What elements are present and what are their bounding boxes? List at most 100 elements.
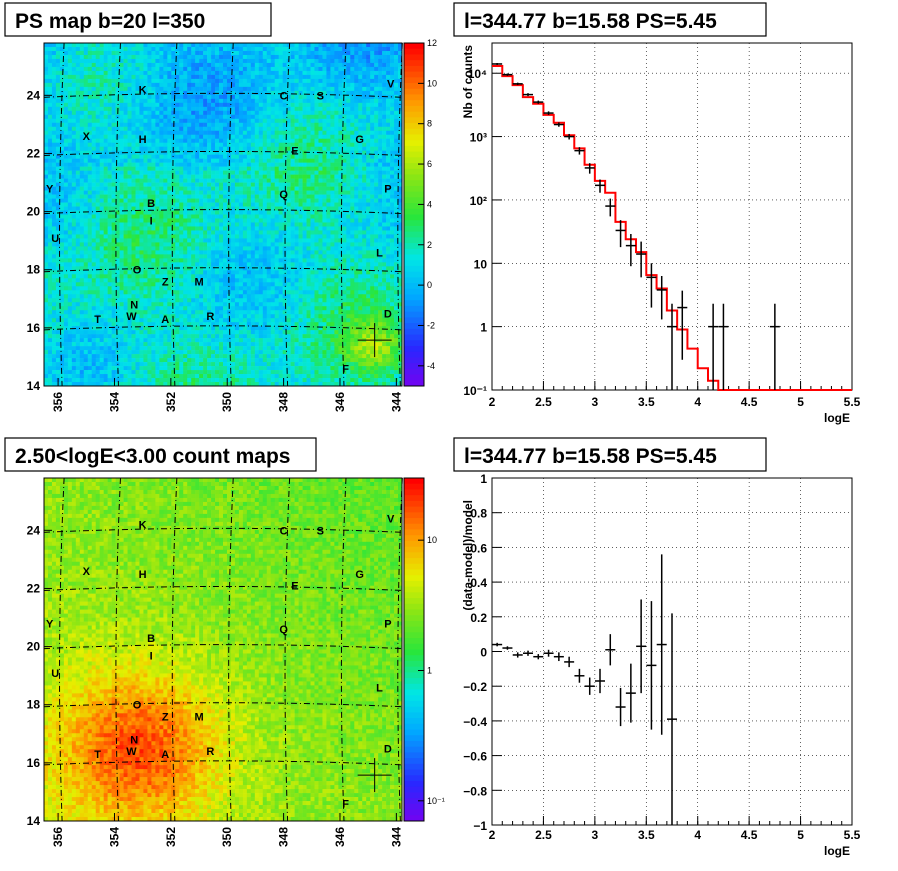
heatmap-cell [338,111,342,115]
heatmap-cell [76,111,80,115]
heatmap-cell [223,47,227,51]
heatmap-cell [314,127,318,131]
heatmap-cell [231,195,235,199]
heatmap-cell [48,55,52,59]
heatmap-cell [80,171,84,175]
heatmap-cell [342,171,346,175]
heatmap-cell [116,103,120,107]
heatmap-cell [386,43,390,47]
heatmap-cell [394,147,398,151]
heatmap-cell [195,79,199,83]
heatmap-cell [100,139,104,143]
heatmap-cell [92,131,96,135]
heatmap-cell [211,79,215,83]
heatmap-cell [279,143,283,147]
heatmap-cell [56,99,60,103]
heatmap-cell [100,226,104,230]
heatmap-cell [48,63,52,67]
heatmap-cell [247,99,251,103]
heatmap-cell [88,218,92,222]
heatmap-cell [108,63,112,67]
heatmap-cell [88,175,92,179]
heatmap-cell [307,123,311,127]
heatmap-cell [64,167,68,171]
heatmap-cell [334,226,338,230]
heatmap-cell [112,51,116,55]
heatmap-cell [326,143,330,147]
heatmap-cell [390,59,394,63]
heatmap-cell [72,115,76,119]
heatmap-cell [52,71,56,75]
heatmap-cell [211,191,215,195]
heatmap-cell [64,171,68,175]
heatmap-cell [330,67,334,71]
heatmap-cell [163,87,167,91]
heatmap-cell [382,230,386,234]
heatmap-cell [44,67,48,71]
heatmap-cell [334,107,338,111]
heatmap-cell [263,63,267,67]
heatmap-cell [151,167,155,171]
heatmap-cell [128,59,132,63]
heatmap-cell [386,218,390,222]
heatmap-cell [155,107,159,111]
heatmap-cell [374,123,378,127]
heatmap-cell [318,215,322,219]
heatmap-cell [247,143,251,147]
heatmap-cell [322,250,326,254]
heatmap-cell [326,159,330,163]
heatmap-cell [394,119,398,123]
heatmap-cell [179,99,183,103]
heatmap-cell [120,71,124,75]
heatmap-cell [362,127,366,131]
heatmap-cell [259,230,263,234]
heatmap-cell [60,246,64,250]
heatmap-cell [215,127,219,131]
heatmap-cell [223,51,227,55]
heatmap-cell [374,163,378,167]
heatmap-cell [219,143,223,147]
heatmap-cell [287,135,291,139]
heatmap-cell [390,107,394,111]
heatmap-cell [354,230,358,234]
heatmap-cell [68,163,72,167]
heatmap-cell [251,135,255,139]
heatmap-cell [358,71,362,75]
heatmap-cell [287,43,291,47]
heatmap-cell [247,218,251,222]
heatmap-cell [159,47,163,51]
heatmap-cell [271,155,275,159]
heatmap-cell [318,135,322,139]
heatmap-cell [96,135,100,139]
heatmap-cell [322,175,326,179]
heatmap-cell [187,155,191,159]
heatmap-cell [346,87,350,91]
heatmap-cell [386,47,390,51]
heatmap-cell [259,91,263,95]
heatmap-cell [84,230,88,234]
heatmap-cell [374,167,378,171]
heatmap-cell [120,250,124,254]
heatmap-cell [112,47,116,51]
heatmap-cell [239,135,243,139]
heatmap-cell [235,123,239,127]
heatmap-cell [143,119,147,123]
heatmap-cell [287,171,291,175]
heatmap-cell [52,151,56,155]
heatmap-cell [243,139,247,143]
heatmap-cell [195,55,199,59]
heatmap-cell [139,246,143,250]
heatmap-cell [175,226,179,230]
heatmap-cell [203,59,207,63]
heatmap-cell [139,258,143,262]
heatmap-cell [60,191,64,195]
heatmap-cell [163,51,167,55]
heatmap-cell [52,99,56,103]
heatmap-cell [80,250,84,254]
heatmap-cell [279,163,283,167]
heatmap-cell [60,167,64,171]
heatmap-cell [215,222,219,226]
heatmap-cell [299,47,303,51]
heatmap-cell [362,246,366,250]
heatmap-cell [211,203,215,207]
